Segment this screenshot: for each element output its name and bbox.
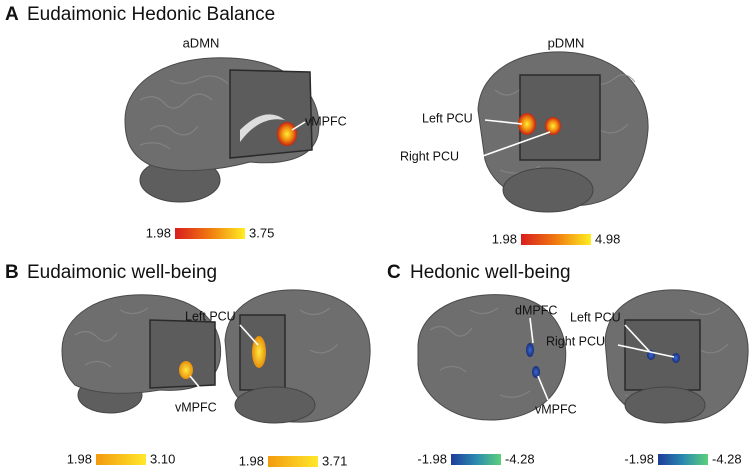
view-label: aDMN <box>183 35 220 50</box>
scale-max: -4.28 <box>505 451 535 466</box>
panel-title: Eudaimonic Hedonic Balance <box>27 4 275 25</box>
region-label: Left PCU <box>185 309 236 323</box>
region-label: Left PCU <box>422 111 473 125</box>
colorbar <box>175 228 245 239</box>
view-label: pDMN <box>548 35 585 50</box>
panel-title: Hedonic well-being <box>410 262 571 283</box>
brain-pdmn <box>477 51 649 213</box>
colorbar <box>451 454 501 465</box>
scale-min: 1.98 <box>239 453 264 468</box>
brain-b-left <box>61 294 222 414</box>
region-label: vMPFC <box>175 400 217 414</box>
colorbar <box>96 454 146 465</box>
scale-min: -1.98 <box>624 451 654 466</box>
region-label: dMPFC <box>515 303 557 317</box>
region-label: vMPFC <box>535 402 577 416</box>
panel-letter: C <box>387 262 401 283</box>
panel-letter: B <box>5 262 19 283</box>
scale-max: 4.98 <box>595 231 620 246</box>
brain-c-right <box>604 289 749 424</box>
colorbar <box>658 454 708 465</box>
panel-title: Eudaimonic well-being <box>27 262 217 283</box>
brain-b-right <box>224 289 371 424</box>
region-label: Right PCU <box>546 334 605 348</box>
region-label: vMPFC <box>305 114 347 128</box>
panel-letter: A <box>5 4 19 25</box>
region-label: Right PCU <box>400 149 459 163</box>
scale-max: 3.75 <box>249 225 274 240</box>
scale-max: 3.71 <box>322 453 347 468</box>
brain-admn <box>124 57 320 203</box>
brain-c-left <box>417 294 567 421</box>
scale-min: 1.98 <box>146 225 171 240</box>
region-label: Left PCU <box>570 310 621 324</box>
scale-min: 1.98 <box>67 451 92 466</box>
scale-max: -4.28 <box>712 451 742 466</box>
colorbar <box>521 234 591 245</box>
colorbar <box>268 456 318 467</box>
scale-max: 3.10 <box>150 451 175 466</box>
scale-min: 1.98 <box>492 231 517 246</box>
scale-min: -1.98 <box>417 451 447 466</box>
